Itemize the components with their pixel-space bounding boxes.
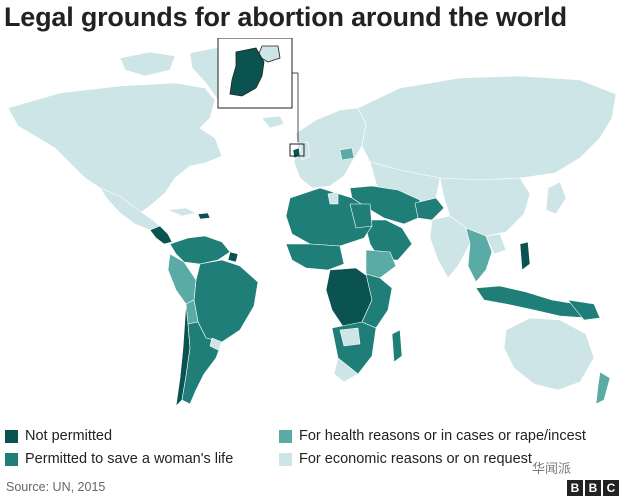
legend-save-life: Permitted to save a woman's life — [5, 451, 233, 467]
legend-label-health-rape: For health reasons or in cases or rape/i… — [299, 428, 586, 444]
bbc-logo-letter-1: B — [567, 480, 583, 496]
region-egypt — [349, 203, 373, 229]
region-png — [567, 299, 601, 321]
legend-not-permitted: Not permitted — [5, 428, 112, 444]
region-east-africa — [361, 273, 393, 329]
legend-swatch-not-permitted — [5, 429, 18, 443]
world-map-svg — [7, 38, 617, 407]
region-russia — [357, 75, 617, 181]
region-philippines — [519, 241, 531, 271]
region-tunisia — [327, 191, 339, 205]
region-madagascar — [391, 329, 403, 363]
region-north-africa — [285, 187, 373, 247]
region-china — [439, 177, 531, 237]
region-europe — [293, 107, 367, 189]
ireland-inset — [217, 38, 305, 157]
region-inset-ireland — [229, 47, 265, 97]
region-north-america — [7, 82, 223, 214]
region-west-africa — [285, 243, 345, 271]
bbc-logo: B B C — [567, 480, 619, 496]
region-venezuela-colombia — [169, 235, 231, 265]
legend-label-economic: For economic reasons or on request — [299, 451, 532, 467]
legend-swatch-economic — [279, 452, 292, 466]
bbc-logo-letter-3: C — [603, 480, 619, 496]
region-ethiopia — [365, 249, 397, 279]
legend-swatch-save-life — [5, 452, 18, 466]
region-south-africa — [333, 357, 359, 383]
world-map — [0, 38, 624, 418]
region-cuba — [167, 207, 197, 217]
region-arctic-islands — [119, 51, 176, 77]
region-arabia — [363, 219, 413, 261]
page-title: Legal grounds for abortion around the wo… — [4, 2, 567, 32]
watermark-text: 华闻派 — [532, 461, 572, 476]
region-hispaniola — [197, 212, 211, 220]
region-zambia — [339, 327, 361, 347]
region-japan — [545, 181, 567, 215]
region-afghanistan — [414, 197, 445, 221]
legend-economic: For economic reasons or on request — [279, 451, 532, 467]
legend-health-rape: For health reasons or in cases or rape/i… — [279, 428, 586, 444]
legend-label-save-life: Permitted to save a woman's life — [25, 451, 234, 467]
source-note: Source: UN, 2015 — [6, 480, 106, 494]
region-poland — [339, 147, 355, 161]
legend-swatch-health-rape — [279, 429, 292, 443]
region-iceland — [261, 115, 285, 129]
region-india — [429, 215, 471, 279]
region-suriname — [227, 251, 239, 263]
region-laos — [485, 233, 507, 255]
region-central-america — [149, 225, 173, 245]
legend-label-not-permitted: Not permitted — [25, 428, 113, 444]
region-new-zealand — [595, 371, 611, 405]
region-brazil — [193, 259, 259, 343]
region-uruguay — [209, 337, 223, 351]
region-australia — [503, 317, 595, 391]
bbc-logo-letter-2: B — [585, 480, 601, 496]
